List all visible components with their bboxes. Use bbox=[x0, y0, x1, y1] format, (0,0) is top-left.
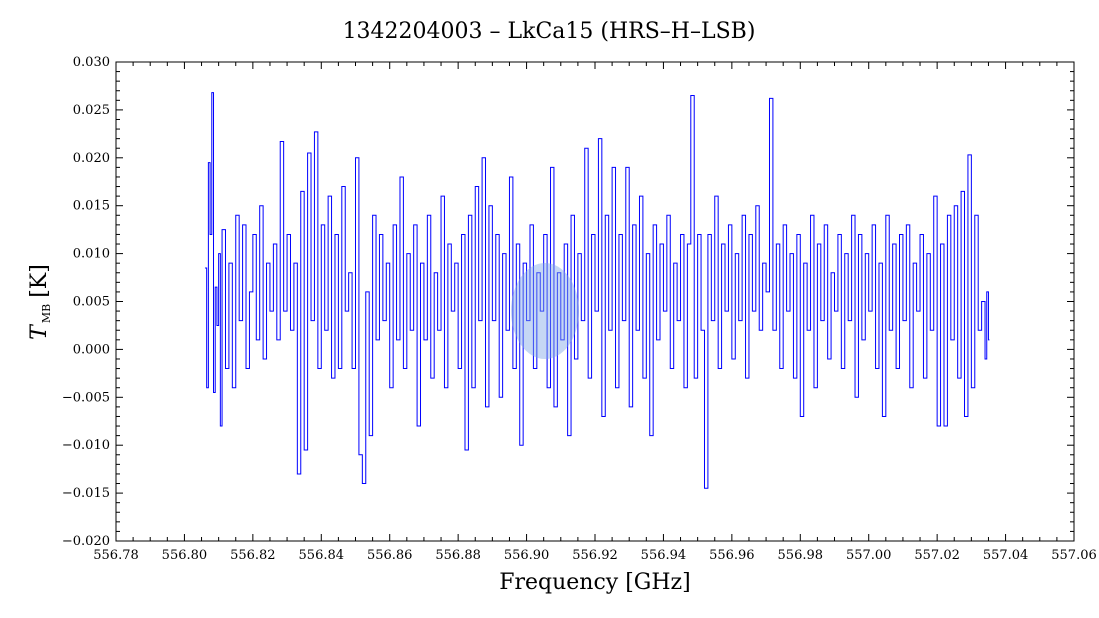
spectrum-series-line bbox=[204, 92, 990, 489]
y-tick-label: 0.010 bbox=[73, 247, 110, 262]
x-axis-label: Frequency [GHz] bbox=[499, 570, 691, 595]
y-tick-label: −0.005 bbox=[62, 390, 110, 405]
x-tick-label: 556.86 bbox=[367, 548, 413, 563]
y-tick-label: 0.000 bbox=[73, 342, 110, 357]
y-tick-label: 0.020 bbox=[73, 151, 110, 166]
x-tick-label: 557.04 bbox=[983, 548, 1029, 563]
y-tick-label: −0.010 bbox=[62, 438, 110, 453]
x-tick-label: 557.00 bbox=[846, 548, 892, 563]
y-tick-label: −0.020 bbox=[62, 534, 110, 549]
x-tick-label: 556.92 bbox=[572, 548, 618, 563]
x-tick-label: 556.90 bbox=[504, 548, 550, 563]
y-tick-label: 0.030 bbox=[73, 55, 110, 70]
y-tick-label: 0.015 bbox=[73, 199, 110, 214]
y-tick-label: 0.005 bbox=[73, 295, 110, 310]
x-tick-label: 556.82 bbox=[230, 548, 276, 563]
y-axis-unit: [K] bbox=[27, 264, 52, 298]
y-axis-symbol: T bbox=[27, 323, 52, 340]
x-tick-label: 556.98 bbox=[778, 548, 824, 563]
y-tick-label: −0.015 bbox=[62, 486, 110, 501]
y-axis-ticks: −0.020 −0.015 −0.010 −0.005 0.000 0.005 0.010 0… bbox=[62, 55, 1074, 549]
svg-text:TMB[K]: TMB [K] bbox=[27, 264, 53, 340]
y-axis-label: TMB [K] bbox=[27, 264, 53, 340]
x-tick-label: 556.80 bbox=[162, 548, 208, 563]
x-tick-label: 557.06 bbox=[1051, 548, 1097, 563]
x-tick-label: 557.02 bbox=[914, 548, 960, 563]
x-tick-label: 556.94 bbox=[641, 548, 687, 563]
x-tick-label: 556.78 bbox=[93, 548, 139, 563]
highlight-marker bbox=[511, 263, 579, 359]
x-tick-label: 556.88 bbox=[435, 548, 481, 563]
x-tick-label: 556.96 bbox=[709, 548, 755, 563]
chart-title: 1342204003 – LkCa15 (HRS–H–LSB) bbox=[343, 19, 756, 44]
plot-area bbox=[204, 92, 990, 489]
y-tick-label: 0.025 bbox=[73, 103, 110, 118]
x-axis-ticks: 556.78 556.80 556.82 556.84 556.86 556.88 556.… bbox=[93, 62, 1097, 563]
y-axis-subscript: MB bbox=[40, 304, 53, 323]
x-tick-label: 556.84 bbox=[299, 548, 345, 563]
